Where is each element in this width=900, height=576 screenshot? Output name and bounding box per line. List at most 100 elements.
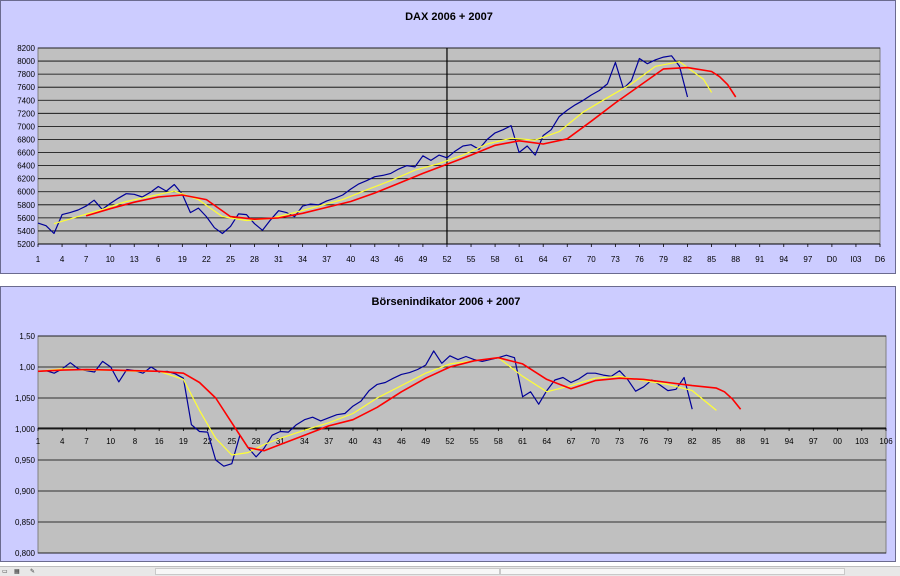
x-tick-label: 7	[84, 437, 89, 446]
indicator-chart-svg: Börsenindikator 2006 + 2007 0,800 0,850 0,9…	[15, 296, 893, 558]
y-tick-label: 5600	[17, 214, 35, 223]
plot-area	[37, 47, 881, 245]
x-tick-label: 91	[760, 437, 769, 446]
x-tick-label: 13	[130, 255, 139, 264]
x-tick-label: 16	[155, 437, 164, 446]
indicator-chart-panel: Börsenindikator 2006 + 2007 0,800 0,850 0,9…	[0, 286, 896, 562]
x-tick-label: 67	[563, 255, 572, 264]
y-tick-label: 5200	[17, 240, 35, 249]
x-tick-label: 7	[84, 255, 89, 264]
x-tick-label: 58	[491, 255, 500, 264]
x-tick-label: 94	[785, 437, 794, 446]
x-tick-label: 34	[300, 437, 309, 446]
chart-title: DAX 2006 + 2007	[405, 11, 493, 23]
series-line-1	[37, 350, 693, 467]
x-tick-label: 4	[60, 255, 65, 264]
x-tick-label: 61	[518, 437, 527, 446]
x-tick-label: 8	[133, 437, 138, 446]
x-tick-label: 58	[494, 437, 503, 446]
x-tick-label: 76	[635, 255, 644, 264]
dax-chart-svg: DAX 2006 + 2007 5200 5400 5600 5800 6000 6200 6…	[17, 11, 886, 264]
x-tick-label: 25	[227, 437, 236, 446]
x-tick-label: 106	[879, 437, 893, 446]
x-tick-label: 00	[833, 437, 842, 446]
status-segment-left	[155, 568, 500, 575]
x-tick-label: 49	[418, 255, 427, 264]
y-tick-label: 6400	[17, 162, 35, 171]
y-tick-label: 6000	[17, 188, 35, 197]
x-tick-label: 28	[252, 437, 261, 446]
y-tick-label: 1,00	[19, 363, 35, 372]
y-tick-label: 1,50	[19, 332, 35, 341]
plot-area	[37, 335, 887, 554]
x-tick-label: 46	[397, 437, 406, 446]
y-tick-label: 8000	[17, 57, 35, 66]
x-tick-label: 22	[203, 437, 212, 446]
x-tick-label: 82	[688, 437, 697, 446]
y-tick-label: 7000	[17, 122, 35, 131]
x-tick-label: 64	[539, 255, 548, 264]
x-tick-label: 10	[106, 255, 115, 264]
y-tick-label: 7800	[17, 70, 35, 79]
pencil-icon[interactable]: ✎	[30, 568, 36, 575]
x-tick-label: 103	[855, 437, 869, 446]
x-tick-label: 79	[663, 437, 672, 446]
y-tick-label: 1,000	[15, 425, 36, 434]
x-tick-label: 97	[803, 255, 812, 264]
chart-icon[interactable]: ▦	[14, 568, 20, 575]
x-tick-label: 25	[226, 255, 235, 264]
x-tick-label: 28	[250, 255, 259, 264]
y-tick-label: 7400	[17, 96, 35, 105]
x-tick-label: 85	[712, 437, 721, 446]
x-tick-label: 37	[322, 255, 331, 264]
y-tick-label: 0,850	[15, 518, 36, 527]
x-tick-label: 22	[202, 255, 211, 264]
x-tick-label: 6	[156, 255, 161, 264]
x-tick-label: 43	[373, 437, 382, 446]
sheet-icon[interactable]: ▭	[2, 568, 8, 575]
y-tick-label: 6800	[17, 135, 35, 144]
y-tick-label: 5800	[17, 201, 35, 210]
y-tick-label: 5400	[17, 227, 35, 236]
y-tick-label: 8200	[17, 44, 35, 53]
x-tick-label: 55	[470, 437, 479, 446]
x-tick-label: 52	[443, 255, 452, 264]
series-line-3	[85, 66, 737, 220]
y-tick-label: 0,800	[15, 549, 36, 558]
x-tick-label: I03	[850, 255, 862, 264]
dax-chart-panel: DAX 2006 + 2007 5200 5400 5600 5800 6000 6200 6…	[0, 0, 896, 274]
y-tick-label: 6200	[17, 175, 35, 184]
x-tick-label: 19	[179, 437, 188, 446]
x-tick-label: 40	[346, 255, 355, 264]
x-tick-label: 1	[36, 255, 41, 264]
x-tick-label: 19	[178, 255, 187, 264]
x-tick-label: 91	[755, 255, 764, 264]
x-tick-label: 94	[779, 255, 788, 264]
x-tick-label: 46	[394, 255, 403, 264]
x-tick-label: 73	[611, 255, 620, 264]
x-tick-label: D6	[875, 255, 886, 264]
x-tick-label: 82	[683, 255, 692, 264]
x-tick-label: 88	[731, 255, 740, 264]
x-tick-label: 73	[615, 437, 624, 446]
y-tick-label: 7200	[17, 109, 35, 118]
x-tick-label: 70	[587, 255, 596, 264]
x-tick-label: 85	[707, 255, 716, 264]
x-tick-label: 31	[274, 255, 283, 264]
x-tick-label: 61	[515, 255, 524, 264]
x-tick-label: 76	[639, 437, 648, 446]
x-tick-label: 88	[736, 437, 745, 446]
x-tick-label: 10	[106, 437, 115, 446]
y-tick-label: 0,950	[15, 456, 36, 465]
x-tick-label: 31	[276, 437, 285, 446]
series-line-1	[37, 55, 689, 235]
x-tick-label: D0	[827, 255, 838, 264]
x-tick-label: 67	[567, 437, 576, 446]
x-tick-label: 43	[370, 255, 379, 264]
status-segment-right	[500, 568, 845, 575]
y-tick-label: 7600	[17, 83, 35, 92]
x-tick-label: 55	[467, 255, 476, 264]
x-tick-label: 97	[809, 437, 818, 446]
series-line-2	[53, 61, 713, 225]
x-tick-label: 37	[324, 437, 333, 446]
